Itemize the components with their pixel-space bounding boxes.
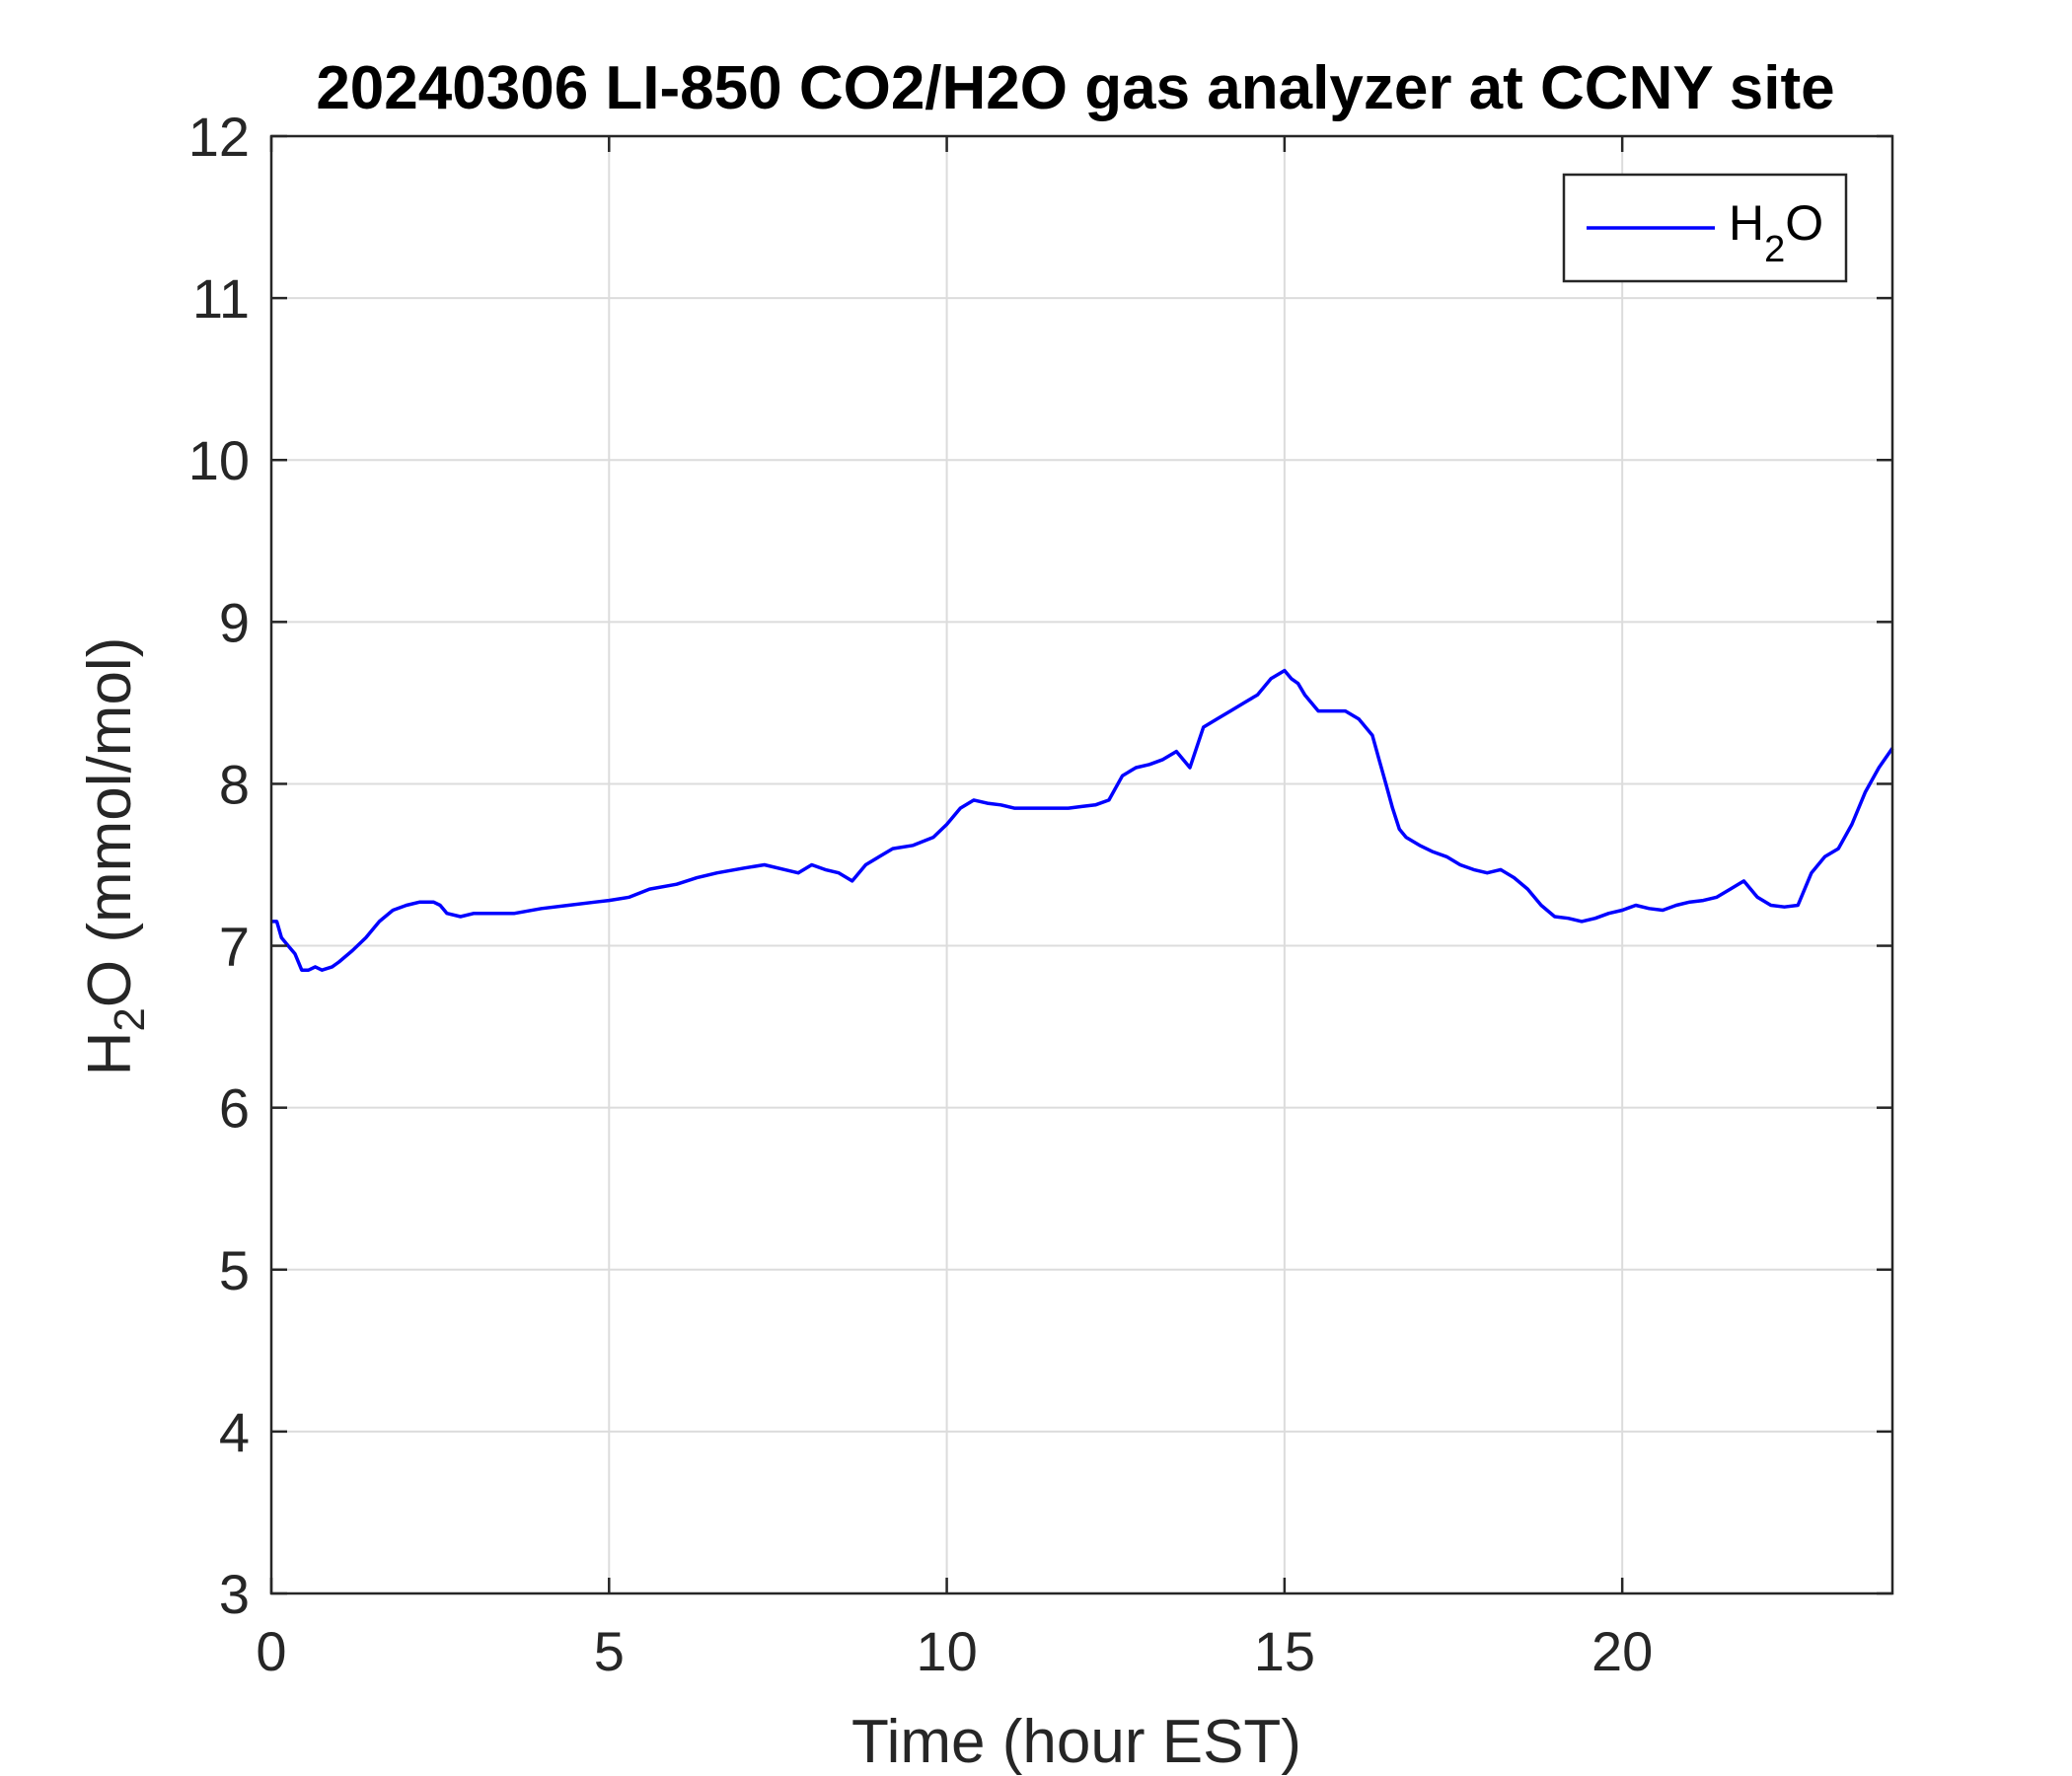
- y-tick-label: 10: [188, 429, 250, 491]
- chart-title: 20240306 LI-850 CO2/H2O gas analyzer at …: [316, 54, 1834, 122]
- x-axis-label: Time (hour EST): [851, 1708, 1301, 1776]
- legend: H2O: [1562, 173, 1848, 283]
- y-tick-labels: 3 4 5 6 7 8 9 10 11 12: [188, 106, 250, 1625]
- y-tick-label: 8: [219, 753, 250, 815]
- y-tick-label: 9: [219, 591, 250, 653]
- y-tick-label: 12: [188, 106, 250, 168]
- y-tick-label: 4: [219, 1401, 250, 1463]
- x-tick-labels: 0 5 10 15 20: [256, 1620, 1653, 1682]
- y-tick-label: 7: [219, 916, 250, 978]
- plot-area: [271, 136, 1892, 1593]
- y-axis-label: H2O (mmol/mol): [76, 637, 154, 1076]
- legend-label-rest: O: [1785, 195, 1823, 251]
- y-axis-label-rest: O (mmol/mol): [76, 637, 144, 1007]
- series-line-h2o: [271, 668, 1894, 972]
- tick-marks: [269, 134, 1892, 1595]
- legend-label-h2o: H2O: [1729, 195, 1823, 270]
- y-axis-label-subscript: 2: [106, 1007, 154, 1031]
- y-tick-label: 11: [192, 267, 250, 330]
- y-axis-label-h: H: [76, 1032, 144, 1076]
- x-tick-label: 0: [256, 1620, 286, 1682]
- legend-label-subscript: 2: [1764, 229, 1785, 270]
- x-tick-label: 20: [1591, 1620, 1653, 1682]
- y-tick-label: 6: [219, 1077, 250, 1140]
- y-tick-label: 3: [219, 1563, 250, 1625]
- axes-frame: [269, 134, 1894, 1595]
- y-tick-label: 5: [219, 1239, 250, 1301]
- legend-label-h: H: [1729, 195, 1764, 251]
- series-layer: [271, 668, 1894, 972]
- x-tick-label: 15: [1254, 1620, 1315, 1682]
- x-tick-label: 5: [594, 1620, 625, 1682]
- x-tick-label: 10: [916, 1620, 977, 1682]
